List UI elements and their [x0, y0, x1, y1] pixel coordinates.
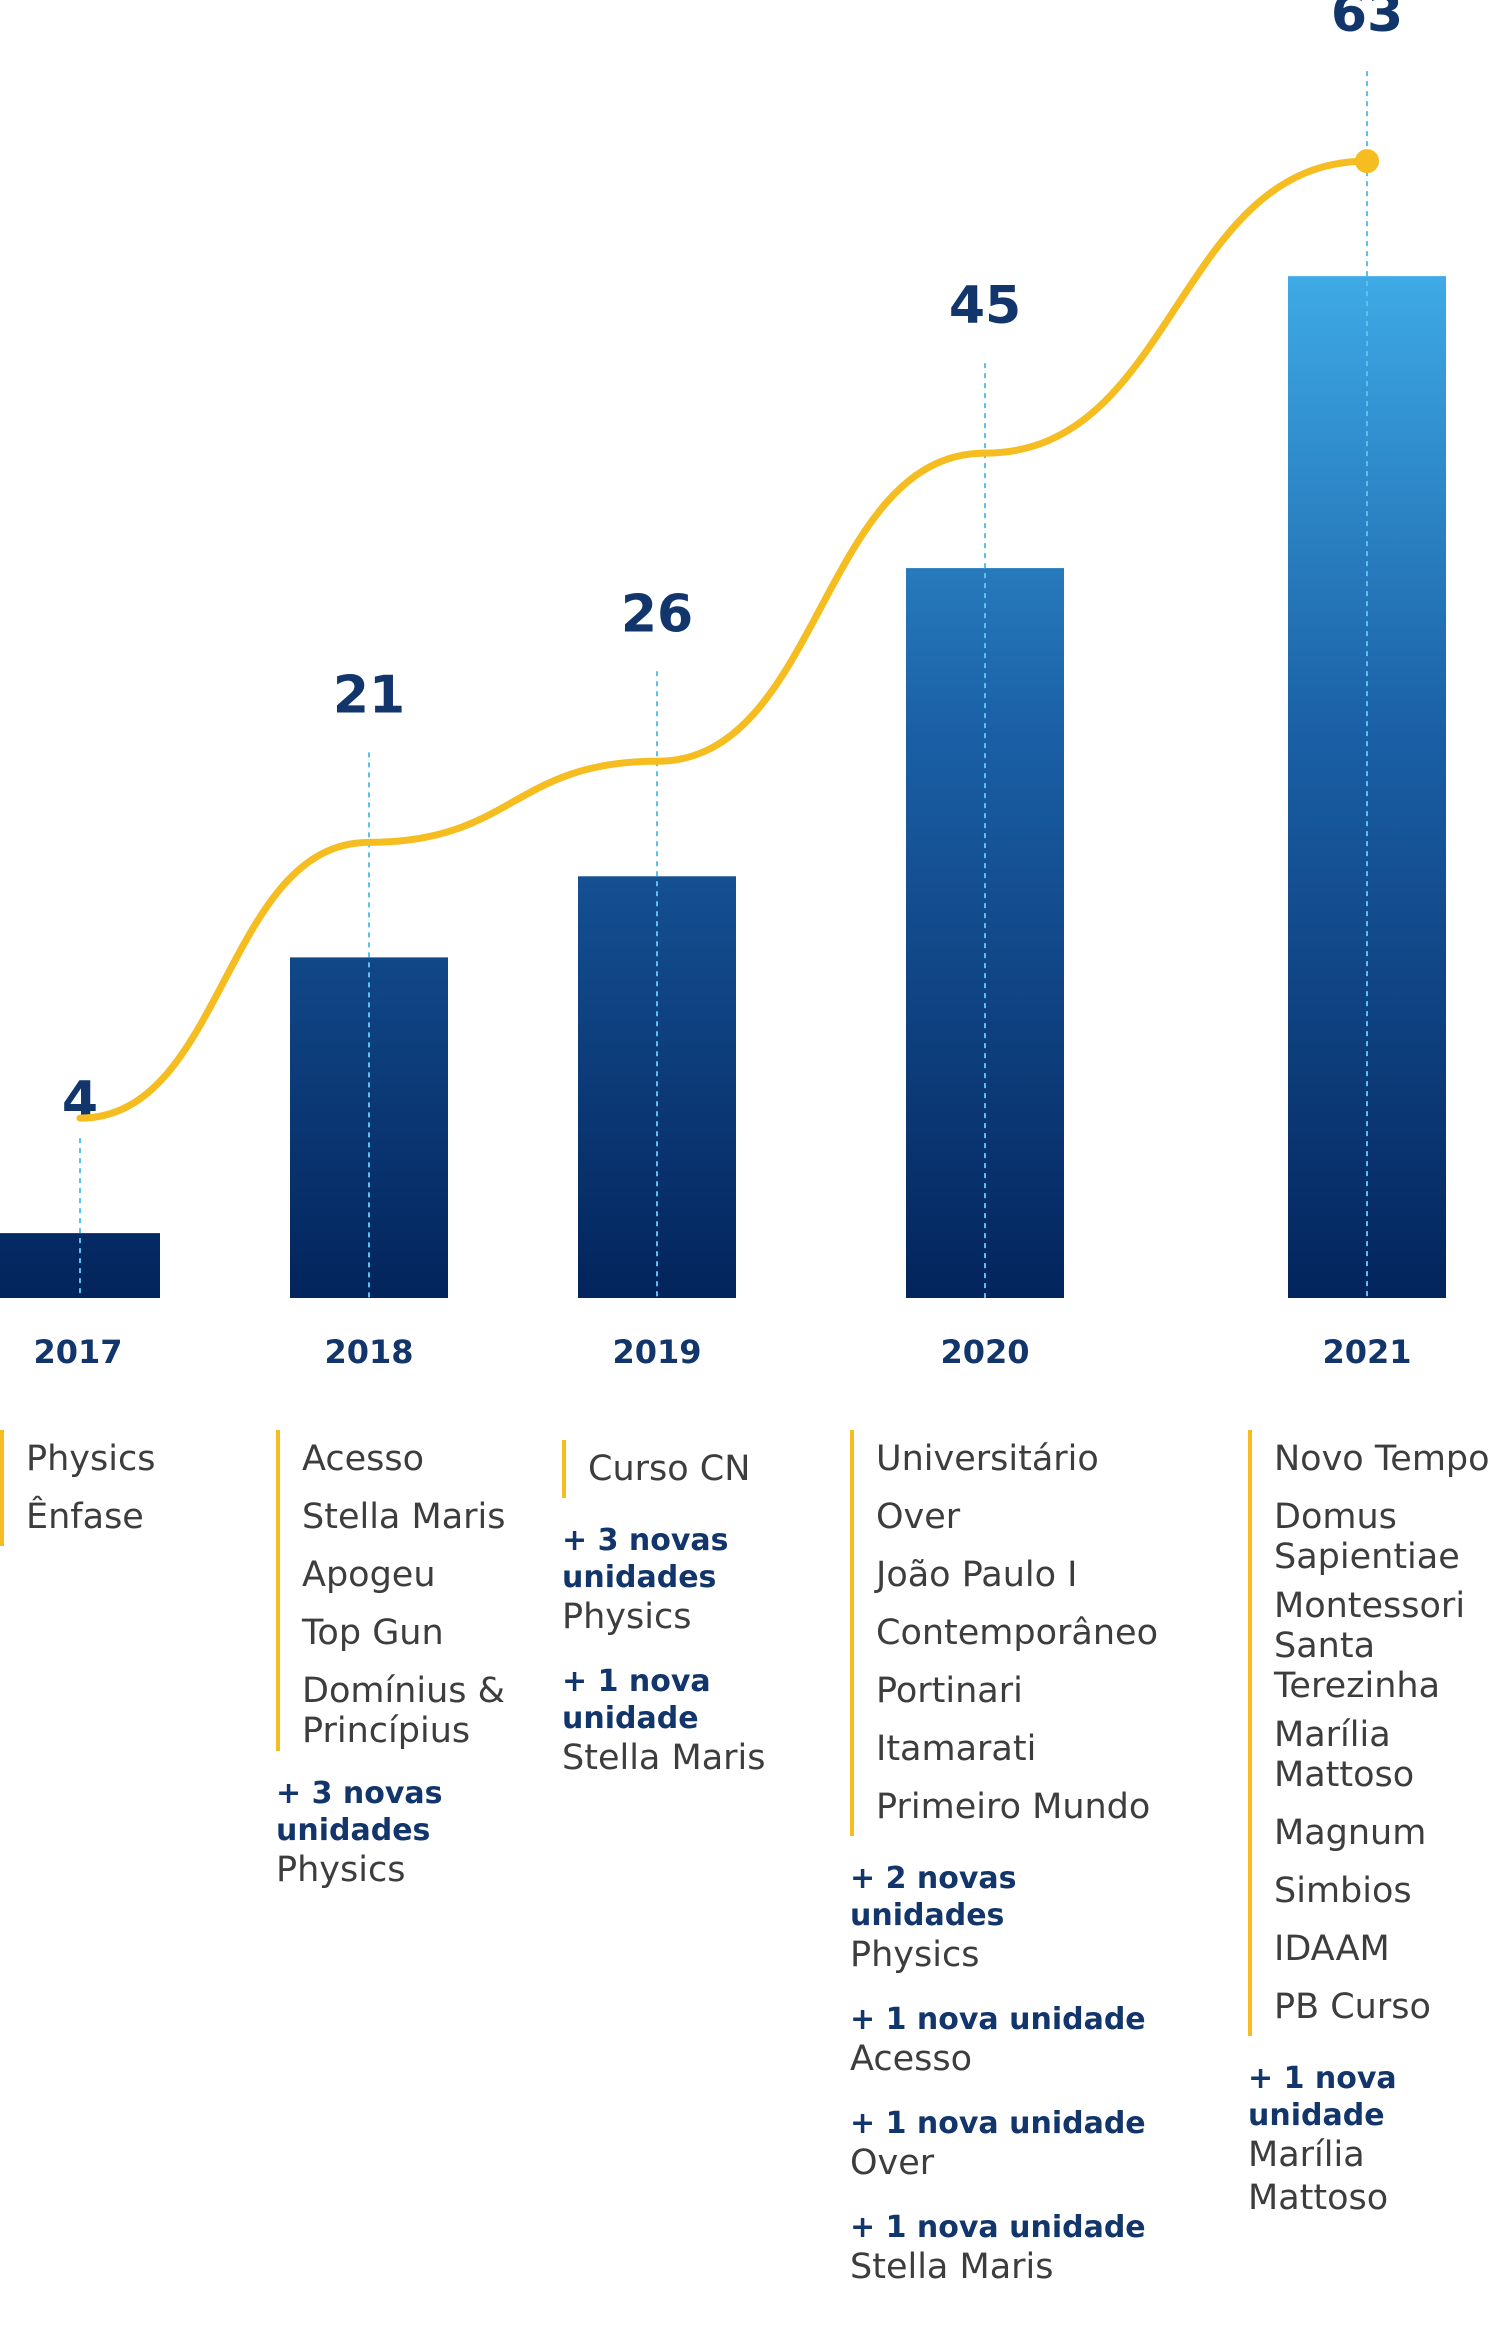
- school-name: Domus Sapientiae: [1274, 1497, 1460, 1577]
- school-name: Universitário: [876, 1439, 1099, 1479]
- school-list: Novo Tempo Domus Sapientiae Montessori San…: [1248, 1430, 1497, 2036]
- school-list: Universitário Over João Paulo I Contemporân…: [850, 1430, 1170, 1836]
- new-unit-note: + 1 nova unidade Over: [850, 2105, 1170, 2185]
- new-unit-note: + 1 nova unidade Stella Maris: [850, 2209, 1170, 2289]
- school-column-2017: Physics Ênfase: [0, 1430, 220, 1546]
- new-unit-note: + 1 nova unidade Stella Maris: [562, 1663, 822, 1780]
- school-column-2020: Universitário Over João Paulo I Contemporân…: [850, 1430, 1170, 2289]
- new-unit-note: + 1 nova unidade Acesso: [850, 2001, 1170, 2081]
- growth-chart: 4 2017 21 2018 26 2019 45 2020 63 2021: [0, 0, 1446, 1371]
- value-label-2020: 45: [949, 276, 1021, 336]
- new-unit-school: Stella Maris: [850, 2247, 1054, 2287]
- school-name: Acesso: [302, 1439, 424, 1479]
- school-name: João Paulo I: [876, 1555, 1078, 1595]
- new-unit-note: + 3 novas unidades Physics: [276, 1775, 536, 1892]
- value-label-2017: 4: [62, 1071, 98, 1131]
- new-unit-title: + 3 novas unidades: [562, 1523, 729, 1595]
- school-name: IDAAM: [1274, 1929, 1390, 1969]
- school-column-2021: Novo Tempo Domus Sapientiae Montessori San…: [1248, 1430, 1497, 2220]
- school-name: Domínius & Princípius: [302, 1671, 505, 1751]
- bar-2021: [1288, 276, 1446, 1298]
- new-unit-title: + 2 novas unidades: [850, 1861, 1017, 1933]
- value-label-2021: 63: [1331, 0, 1403, 44]
- school-name: Primeiro Mundo: [876, 1787, 1151, 1827]
- line-end-dot: [1355, 149, 1379, 174]
- new-unit-school: Marília Mattoso: [1248, 2135, 1389, 2218]
- school-name: Contemporâneo: [876, 1613, 1158, 1653]
- school-name: Magnum: [1274, 1813, 1427, 1853]
- bar-2019: [578, 876, 736, 1298]
- school-name: Montessori Santa Terezinha: [1274, 1586, 1466, 1706]
- bar-2017: [0, 1233, 160, 1298]
- school-list: Curso CN: [562, 1440, 822, 1498]
- new-unit-school: Physics: [850, 1935, 980, 1975]
- year-label-2018: 2018: [324, 1333, 413, 1371]
- new-unit-title: + 1 nova unidade: [850, 2106, 1146, 2141]
- new-unit-note: + 1 nova unidade Marília Mattoso: [1248, 2060, 1497, 2220]
- year-label-2020: 2020: [940, 1333, 1029, 1371]
- new-unit-school: Physics: [276, 1850, 406, 1890]
- year-label-2019: 2019: [612, 1333, 701, 1371]
- new-unit-note: + 2 novas unidades Physics: [850, 1860, 1170, 1977]
- school-name: Physics: [26, 1439, 156, 1479]
- school-name: Marília Mattoso: [1274, 1715, 1415, 1795]
- school-name: Ênfase: [26, 1497, 144, 1537]
- school-name: PB Curso: [1274, 1987, 1431, 2027]
- year-label-2021: 2021: [1322, 1333, 1411, 1371]
- school-name: Portinari: [876, 1671, 1023, 1711]
- school-column-2019: Curso CN + 3 novas unidades Physics + 1 nov…: [562, 1440, 822, 1780]
- new-unit-school: Physics: [562, 1597, 692, 1637]
- school-name: Itamarati: [876, 1729, 1037, 1769]
- school-name: Simbios: [1274, 1871, 1412, 1911]
- school-column-2018: Acesso Stella Maris Apogeu Top Gun Domínius …: [276, 1430, 536, 1892]
- new-unit-school: Stella Maris: [562, 1738, 766, 1778]
- new-unit-title: + 3 novas unidades: [276, 1776, 443, 1848]
- new-unit-title: + 1 nova unidade: [562, 1664, 711, 1736]
- school-name: Top Gun: [302, 1613, 444, 1653]
- year-label-2017: 2017: [33, 1333, 122, 1371]
- new-unit-title: + 1 nova unidade: [1248, 2061, 1397, 2133]
- school-name: Novo Tempo: [1274, 1439, 1490, 1479]
- growth-line: [76, 157, 1371, 1122]
- new-unit-title: + 1 nova unidade: [850, 2002, 1146, 2037]
- school-name: Stella Maris: [302, 1497, 506, 1537]
- new-unit-school: Acesso: [850, 2039, 972, 2079]
- school-list: Acesso Stella Maris Apogeu Top Gun Domínius …: [276, 1430, 536, 1751]
- value-label-2019: 26: [621, 584, 693, 644]
- value-label-2018: 21: [333, 665, 405, 725]
- school-name: Apogeu: [302, 1555, 436, 1595]
- school-name: Curso CN: [588, 1449, 751, 1489]
- new-unit-note: + 3 novas unidades Physics: [562, 1522, 822, 1639]
- school-name: Over: [876, 1497, 961, 1537]
- new-unit-title: + 1 nova unidade: [850, 2210, 1146, 2245]
- school-list: Physics Ênfase: [0, 1430, 220, 1546]
- new-unit-school: Over: [850, 2143, 935, 2183]
